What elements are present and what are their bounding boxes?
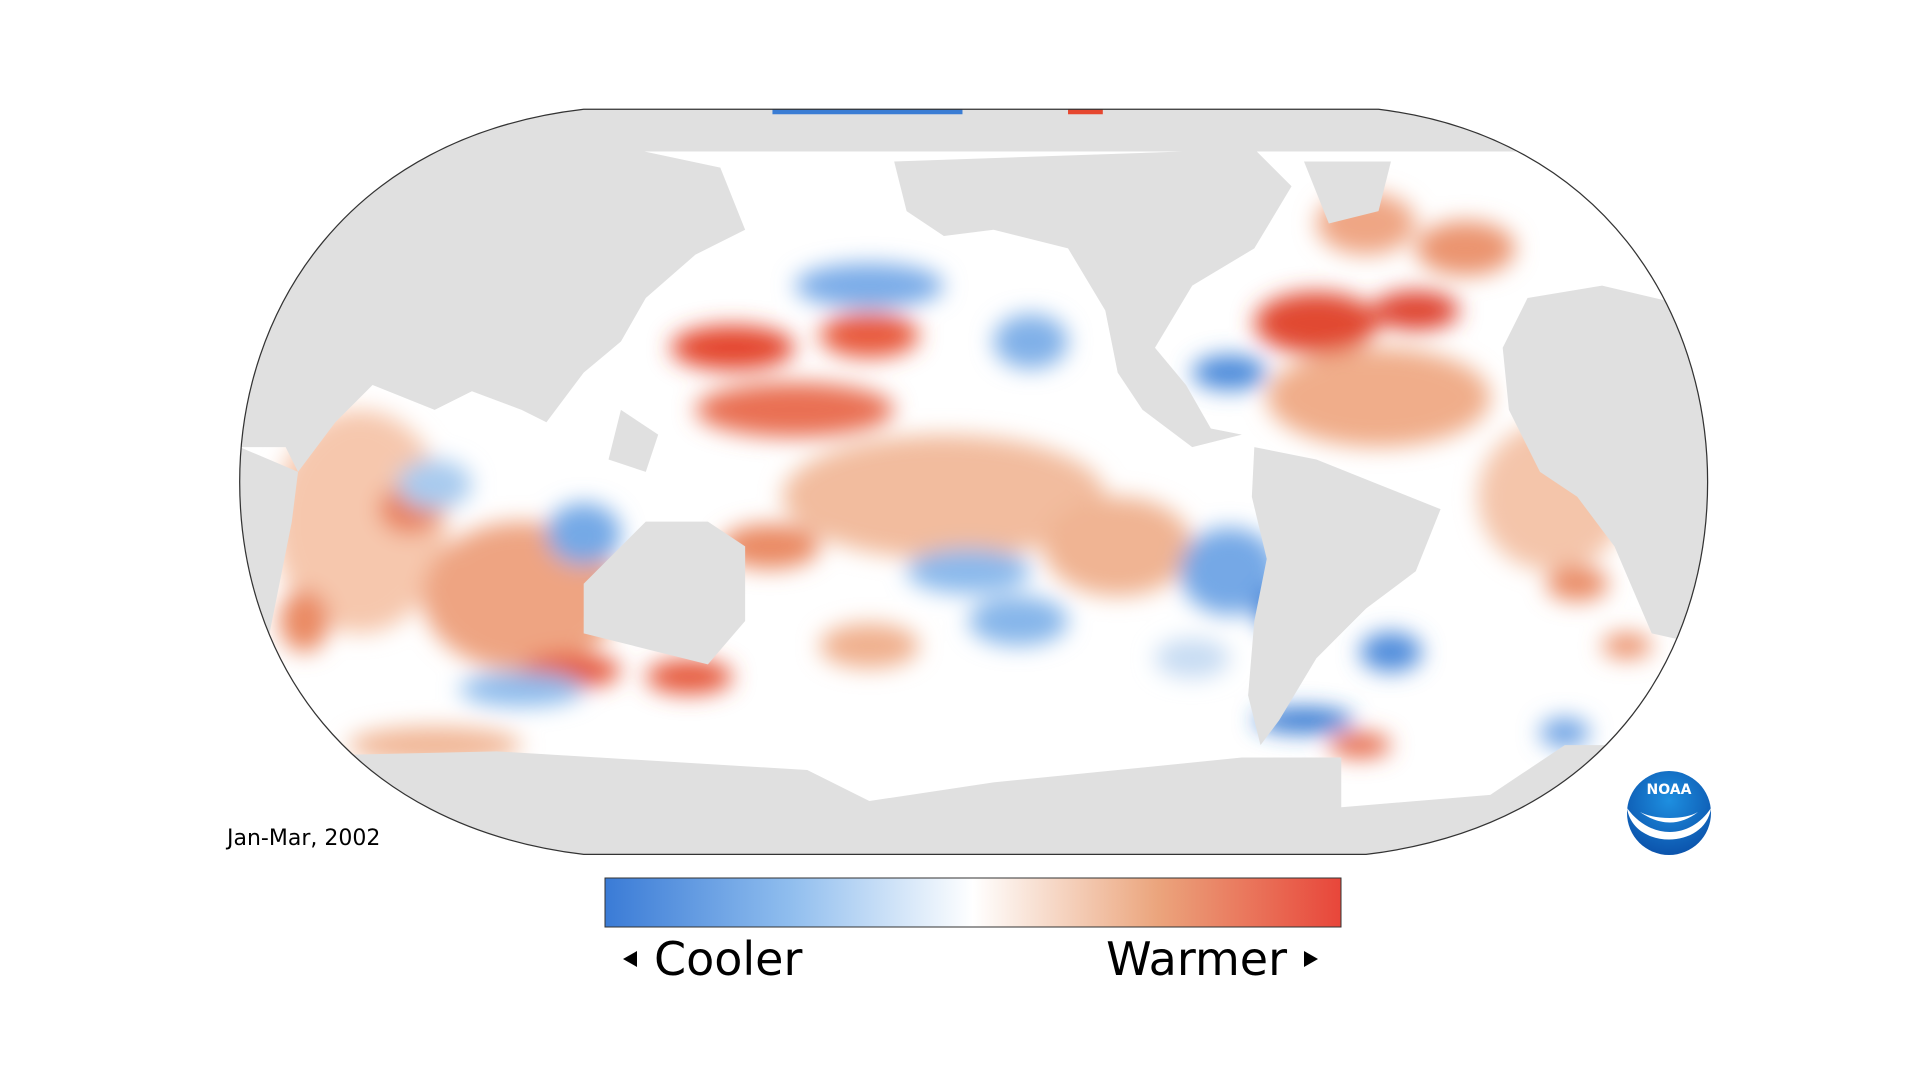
legend-high-label: Warmer	[1106, 932, 1287, 986]
arctic-strip-cool	[772, 109, 963, 115]
legend-arrow-left	[623, 951, 637, 967]
date-label: Jan-Mar, 2002	[225, 826, 380, 851]
map-outline	[239, 108, 1709, 856]
logo-bird	[1627, 808, 1711, 840]
anomalies	[273, 192, 1652, 764]
legend-colorbar	[604, 877, 1342, 928]
arctic-strip-warm	[1068, 109, 1103, 115]
logo-wing	[1640, 812, 1698, 823]
noaa-logo: NOAA	[1625, 769, 1713, 857]
legend: Cooler Warmer	[604, 877, 1342, 986]
map	[239, 108, 1709, 856]
map-body	[239, 109, 1708, 855]
legend-arrow-right	[1304, 951, 1318, 967]
logo-text: NOAA	[1647, 782, 1692, 798]
legend-low-label: Cooler	[654, 932, 802, 986]
